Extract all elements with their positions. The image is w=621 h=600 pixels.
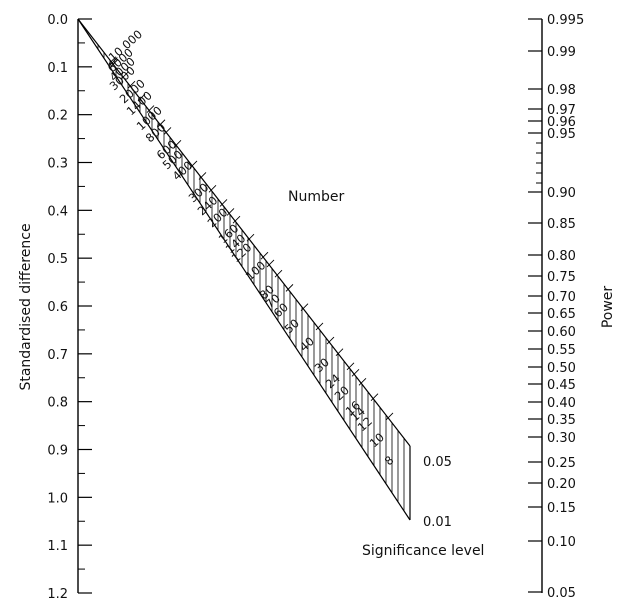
number-label: 10	[367, 430, 387, 450]
right-axis-ticks: 0.995 0.99 0.98 0.970.960.95 0.90 0.85 0.80 0.7…	[528, 13, 584, 600]
number-label: 8	[382, 453, 397, 468]
right-tick-label: 0.75	[547, 270, 576, 285]
left-tick-label: 0.2	[47, 109, 68, 124]
right-tick-label: 0.65	[547, 307, 576, 322]
number-tick	[127, 80, 136, 89]
right-tick-label: 0.10	[547, 535, 576, 550]
left-tick-label: 0.1	[47, 61, 68, 76]
left-axis-ticks: 0.0 0.1 0.2 0.3 0.4 0.5 0.6 0.7 0.8 0.9 1.0 1.1 1.2	[47, 13, 92, 600]
left-tick-label: 0.8	[47, 396, 68, 411]
right-tick-label: 0.96	[547, 115, 576, 130]
right-axis-title: Power	[600, 286, 616, 329]
left-tick-label: 1.2	[47, 587, 68, 600]
number-tick	[137, 93, 146, 102]
number-label: 100	[243, 258, 269, 283]
right-tick-label: 0.15	[547, 501, 576, 516]
left-tick-label: 0.4	[47, 204, 68, 219]
number-tick	[274, 269, 283, 278]
left-tick-label: 1.0	[47, 491, 68, 506]
right-tick-label: 0.80	[547, 249, 576, 264]
number-tick	[351, 368, 360, 377]
right-tick-label: 0.98	[547, 83, 576, 98]
number-tick	[173, 140, 182, 148]
right-tick-label: 0.25	[547, 456, 576, 471]
right-tick-label: 0.95	[547, 127, 576, 142]
power-axis: 0.995 0.99 0.98 0.970.960.95 0.90 0.85 0.80 0.7…	[528, 13, 616, 600]
number-tick	[226, 208, 235, 216]
number-tick	[385, 412, 394, 421]
right-tick-label: 0.90	[547, 186, 576, 201]
number-tick	[358, 377, 367, 386]
number-tick	[157, 119, 166, 128]
left-tick-label: 0.7	[47, 348, 68, 363]
number-scale-title: Number	[288, 189, 344, 205]
number-tick	[232, 215, 241, 224]
left-tick-label: 0.9	[47, 444, 68, 459]
left-tick-label: 1.1	[47, 539, 68, 554]
right-tick-label: 0.30	[547, 431, 576, 446]
number-labels: 10 0006000400030002000140010008006005004…	[105, 27, 397, 468]
left-axis-title: Standardised difference	[18, 223, 34, 390]
right-tick-label: 0.05	[547, 586, 576, 600]
significance-005-line	[77, 18, 411, 447]
left-tick-label: 0.5	[47, 252, 68, 267]
number-tick	[285, 284, 294, 292]
number-tick	[163, 127, 172, 135]
number-tick	[260, 251, 269, 260]
number-label: 50	[282, 316, 302, 336]
significance-level-001: 0.01	[423, 515, 452, 530]
right-tick-label: 0.99	[547, 45, 576, 60]
number-hatching	[97, 44, 411, 520]
right-tick-label: 0.20	[547, 477, 576, 492]
number-tick	[300, 303, 309, 311]
right-tick-label: 0.70	[547, 290, 576, 305]
number-tick	[110, 58, 119, 67]
left-tick-label: 0.3	[47, 157, 68, 172]
significance-level-005: 0.05	[423, 455, 452, 470]
number-tick	[370, 393, 379, 402]
significance-labels: 0.05 0.01 Significance level	[362, 455, 484, 559]
number-scale: 10 0006000400030002000140010008006005004…	[77, 18, 411, 521]
number-tick	[120, 71, 129, 80]
number-tick	[326, 336, 335, 345]
left-tick-label: 0.6	[47, 300, 68, 315]
right-tick-label: 0.40	[547, 396, 576, 411]
right-tick-label: 0.85	[547, 217, 576, 232]
right-tick-label: 0.97	[547, 103, 576, 118]
left-tick-label: 0.0	[47, 13, 68, 28]
number-tick	[208, 185, 217, 193]
number-tick	[189, 160, 198, 169]
right-tick-label: 0.55	[547, 343, 576, 358]
number-tick	[108, 56, 117, 65]
number-tick	[109, 57, 118, 66]
right-tick-label: 0.50	[547, 361, 576, 376]
number-label: 30	[312, 355, 332, 375]
number-tick	[335, 348, 344, 357]
number-tick	[266, 259, 275, 268]
significance-level-title: Significance level	[362, 543, 484, 559]
right-tick-label: 0.35	[547, 413, 576, 428]
right-tick-label: 0.45	[547, 378, 576, 393]
right-tick-label: 0.60	[547, 325, 576, 340]
number-tick	[246, 233, 255, 242]
number-tick	[198, 172, 207, 180]
number-tick	[346, 362, 355, 371]
number-tick	[219, 199, 228, 207]
significance-001-line	[77, 18, 411, 521]
number-tick	[315, 322, 324, 331]
standardised-difference-axis: 0.00.10.20.30.40.50.60.70.80.91.01.11.2 …	[18, 13, 92, 600]
number-tick	[146, 105, 155, 113]
right-tick-label: 0.995	[547, 13, 584, 28]
